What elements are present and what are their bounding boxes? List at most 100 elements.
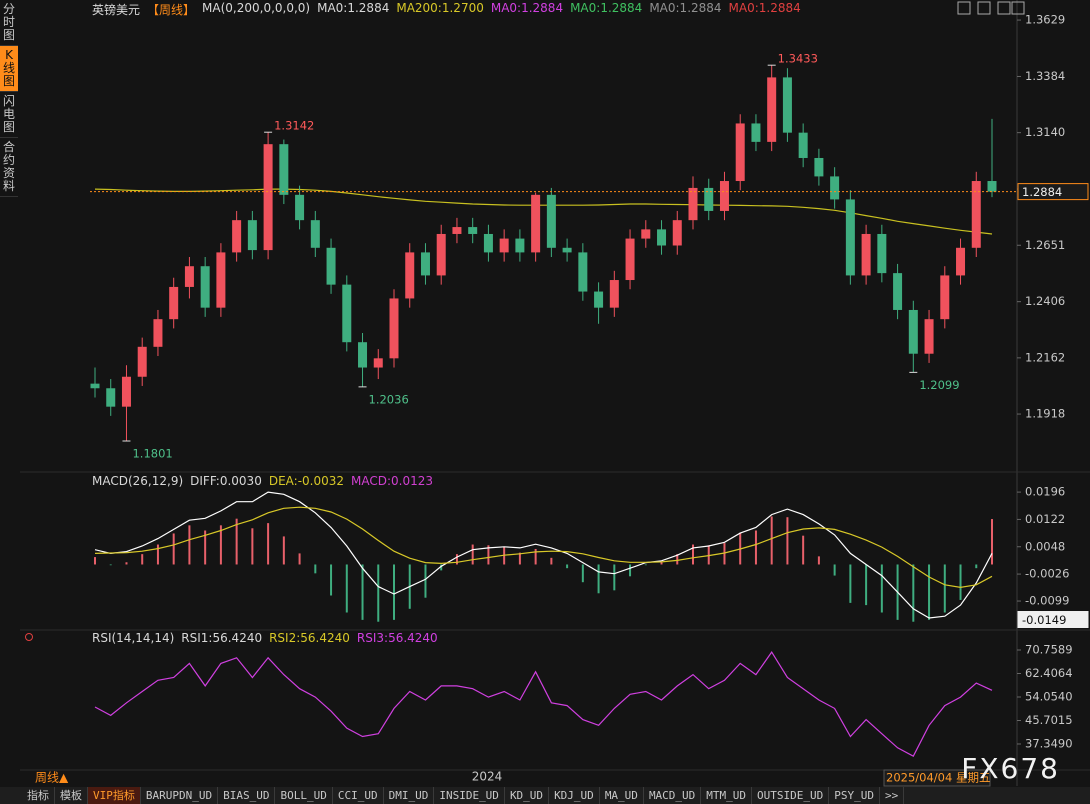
sidebar-tab[interactable]: 分时图 <box>0 0 18 46</box>
legend-item: MA200:1.2700 <box>396 1 484 15</box>
panel-legend: MACD(26,12,9) DIFF:0.0030 DEA:-0.0032 MACD:… <box>92 474 433 488</box>
indicator-tab[interactable]: KD_UD <box>505 787 550 804</box>
candle-body <box>782 77 792 133</box>
candle-body <box>420 252 430 276</box>
sidebar-tab[interactable]: 合约资料 <box>0 138 18 197</box>
legend-item: DEA:-0.0032 <box>268 474 345 488</box>
current-tag-label: -0.0149 <box>1022 613 1066 627</box>
indicator-tab[interactable]: MTM_UD <box>701 787 753 804</box>
candle-body <box>358 342 368 368</box>
candle-body <box>704 187 714 211</box>
indicator-line <box>94 491 993 619</box>
date-box <box>883 769 991 787</box>
indicator-tab[interactable]: >> <box>880 787 905 804</box>
indicator-tabs: 指标 模板 VIP指标 BARUPDN_UD BIAS_UD BOLL_UD CCI_UD D… <box>0 787 1090 804</box>
indicator-tab[interactable]: BARUPDN_UD <box>141 787 219 804</box>
y-tick-label: 1.1918 <box>1025 407 1065 421</box>
y-tick-label: -0.0026 <box>1025 567 1069 581</box>
candle-body <box>672 220 682 246</box>
indicator-tab[interactable]: OUTSIDE_UD <box>752 787 830 804</box>
candle-body <box>971 181 981 248</box>
candle-body <box>263 144 273 251</box>
indicator-tab[interactable]: DMI_UD <box>384 787 435 804</box>
candle-body <box>326 247 336 285</box>
candle-body <box>483 233 493 253</box>
candle-body <box>908 309 918 354</box>
candle-body <box>924 319 934 354</box>
indicator-icon[interactable] <box>25 633 33 641</box>
extreme-label: 1.1801 <box>132 446 172 460</box>
toolbar-icons[interactable] <box>957 1 1025 15</box>
panel-legend: RSI(14,14,14) RSI1:56.4240 RSI2:56.4240 RSI… <box>92 631 438 645</box>
legend-item: 【周线】 <box>147 3 196 17</box>
sidebar-tab[interactable]: 闪电图 <box>0 92 18 138</box>
candle-body <box>861 233 871 276</box>
y-tick-label: 0.0122 <box>1025 512 1065 526</box>
candle-body <box>137 346 147 377</box>
candle-body <box>767 77 777 142</box>
candle-body <box>373 358 383 368</box>
indicator-tab[interactable]: KDJ_UD <box>549 787 600 804</box>
legend-item: RSI1:56.4240 <box>181 631 263 645</box>
y-tick-label: 1.2406 <box>1025 294 1065 308</box>
candle-body <box>232 220 242 253</box>
candle-body <box>940 275 950 320</box>
indicator-tab[interactable]: MACD_UD <box>644 787 702 804</box>
candle-body <box>295 194 305 221</box>
y-tick-label: 1.2651 <box>1025 238 1065 252</box>
indicator-tab[interactable]: 模板 <box>55 787 88 804</box>
candle-body <box>499 238 509 253</box>
candle-body <box>956 247 966 276</box>
candle-body <box>893 273 903 310</box>
candle-body <box>751 123 761 142</box>
candle-body <box>546 194 556 248</box>
indicator-tab[interactable]: 指标 <box>22 787 55 804</box>
indicator-line <box>94 188 993 235</box>
sidebar: 分时图 K线图 闪电图 合约资料 <box>0 0 18 197</box>
candle-body <box>845 199 855 276</box>
sidebar-tab[interactable]: K线图 <box>0 46 18 92</box>
indicator-tab[interactable]: CCI_UD <box>333 787 384 804</box>
y-tick-label: 0.0048 <box>1025 539 1065 553</box>
y-tick-label: 0.0196 <box>1025 485 1065 499</box>
candle-body <box>719 181 729 211</box>
extreme-label: 1.3433 <box>778 52 818 66</box>
y-tick-label: 62.4064 <box>1025 666 1073 680</box>
indicator-tab[interactable]: MA_UD <box>600 787 644 804</box>
candle-body <box>814 157 824 177</box>
candle-body <box>562 247 572 253</box>
extreme-label: 1.3142 <box>274 119 314 133</box>
legend-item: MA0:1.2884 <box>728 1 801 15</box>
legend-item: MA0:1.2884 <box>490 1 564 15</box>
candle-body <box>106 388 116 407</box>
indicator-tab[interactable]: INSIDE_UD <box>434 787 505 804</box>
legend-item: MA0:1.2884 <box>649 1 722 15</box>
candle-body <box>169 286 179 320</box>
candle-body <box>625 238 635 281</box>
panel-legend: 英镑美元 【周线】 MA(0,200,0,0,0,0) MA0:1.2884 MA200… <box>92 1 801 18</box>
candle-body <box>515 238 525 253</box>
extreme-label: 1.2099 <box>919 378 959 392</box>
indicator-tab[interactable]: BOLL_UD <box>275 787 333 804</box>
legend-item: RSI(14,14,14) <box>92 631 175 645</box>
current-tag <box>1017 183 1089 201</box>
current-tag-label: 1.2884 <box>1022 185 1062 199</box>
period-label[interactable]: 周线▲ <box>35 771 69 785</box>
candle-body <box>877 233 887 274</box>
candle-body <box>342 284 352 343</box>
indicator-tab[interactable]: VIP指标 <box>88 787 141 804</box>
y-tick-label: 70.7589 <box>1025 643 1073 657</box>
y-tick-label: 1.2162 <box>1025 350 1065 364</box>
candle-body <box>468 227 478 234</box>
candle-body <box>310 220 320 248</box>
y-tick-label: 1.3140 <box>1025 125 1065 139</box>
extreme-label: 1.2036 <box>369 392 409 406</box>
legend-item: MA0:1.2884 <box>317 1 390 15</box>
indicator-line <box>94 506 993 589</box>
candle-body <box>531 194 541 253</box>
indicator-tab[interactable]: BIAS_UD <box>218 787 276 804</box>
legend-item: MA0:1.2884 <box>570 1 643 15</box>
indicator-tab[interactable]: PSY_UD <box>829 787 881 804</box>
